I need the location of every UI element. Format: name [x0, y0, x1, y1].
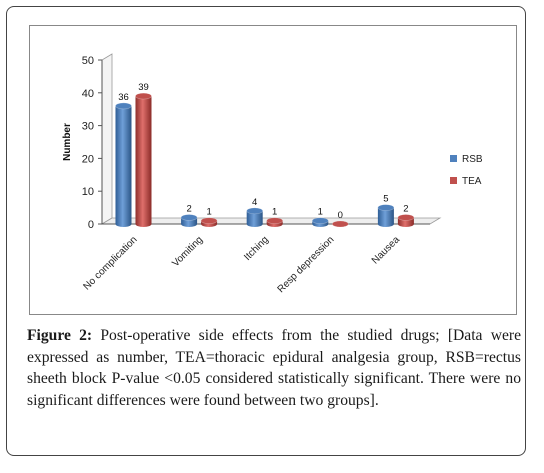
bar-top [200, 217, 218, 225]
bar-top [377, 204, 395, 211]
data-label: 4 [252, 197, 257, 208]
bar-tea [397, 214, 415, 227]
side-wall [101, 53, 113, 225]
bar-tea [200, 217, 218, 227]
y-tick-label: 10 [82, 186, 94, 198]
bar-base [135, 221, 152, 227]
bar-rsb [311, 217, 329, 227]
bar-top [311, 217, 329, 225]
legend-swatch-rsb [450, 155, 457, 162]
bar-top [115, 102, 132, 110]
legend-swatch-tea [450, 177, 457, 184]
bar-rsb [377, 204, 395, 227]
y-axis-title: Number [62, 123, 73, 161]
data-label: 2 [403, 203, 408, 214]
bar-body [181, 217, 198, 224]
category-label: No complication [82, 234, 140, 292]
y-tick-label: 20 [82, 153, 94, 165]
data-label: 2 [186, 203, 191, 214]
data-label: 39 [138, 82, 149, 93]
y-tick-label: 0 [88, 219, 94, 231]
figure-frame: 0 10 20 30 40 50 Number 36 39 No complication 2 1 V… [6, 6, 526, 456]
chart-area: 0 10 20 30 40 50 Number 36 39 No complication 2 1 V… [29, 25, 517, 315]
category-label: Nausea [370, 234, 402, 266]
figure-caption: Figure 2: Post-operative side effects fr… [27, 325, 521, 411]
bar-top [397, 214, 415, 221]
caption-text: Post-operative side effects from the stu… [27, 327, 522, 409]
bar-tea [331, 220, 349, 228]
y-tick-label: 40 [82, 88, 94, 100]
bar-base [181, 221, 198, 227]
category-label: Vomiting [170, 234, 205, 269]
legend-label-tea: TEA [462, 176, 482, 187]
caption-label: Figure 2: [27, 327, 93, 344]
data-label: 0 [338, 210, 343, 221]
legend-label-rsb: RSB [462, 154, 483, 165]
bar-base [115, 221, 132, 227]
category-label: Itching [242, 234, 271, 263]
bar-body [246, 210, 263, 224]
bar-top [331, 220, 349, 228]
bar-tea [135, 92, 152, 227]
y-tick-label: 50 [82, 55, 94, 67]
y-tick-label: 30 [82, 121, 94, 133]
bar-top [266, 217, 283, 225]
bar-base [246, 221, 263, 227]
bar-rsb [115, 102, 132, 227]
bar-top [180, 214, 198, 221]
bar-base [397, 221, 414, 227]
category-label: Resp depression [276, 234, 337, 295]
data-label: 1 [318, 207, 323, 218]
data-label: 36 [118, 92, 129, 103]
bar-body [115, 105, 132, 224]
data-label: 1 [272, 207, 277, 218]
bar-rsb [246, 207, 263, 227]
bar-body [397, 217, 414, 224]
bar-body [135, 96, 152, 224]
bar-top [246, 207, 263, 215]
bar-body [377, 207, 394, 224]
data-label: 1 [206, 207, 211, 218]
data-label: 5 [383, 194, 388, 205]
bar-top [135, 92, 152, 100]
bar-rsb [180, 214, 198, 227]
bar-base [377, 221, 394, 227]
bar-tea [266, 217, 283, 227]
